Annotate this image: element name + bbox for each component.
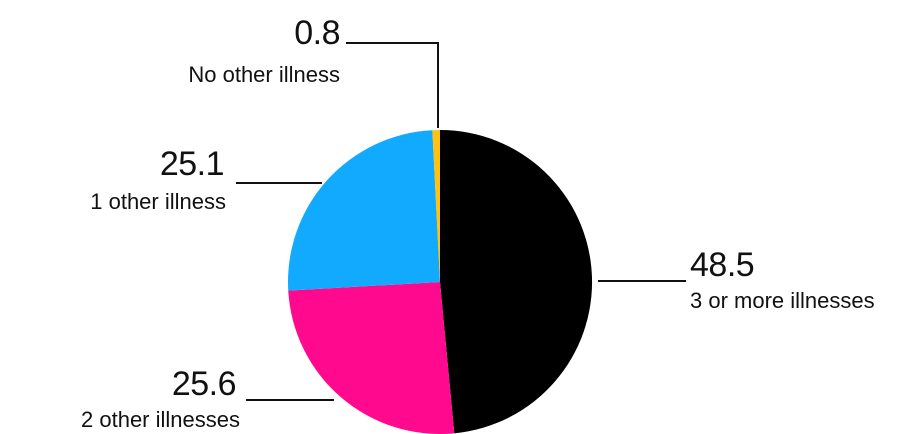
value-label-two-other: 25.6: [172, 365, 236, 403]
category-label-two-other: 2 other illnesses: [81, 407, 240, 432]
annotation-two-other: 25.6 2 other illnesses: [81, 365, 334, 432]
value-label-three-or-more: 48.5: [690, 246, 754, 284]
leader-line-no-other: [346, 42, 439, 128]
value-label-one-other: 25.1: [160, 145, 224, 183]
annotation-no-other: 0.8 No other illness: [188, 14, 439, 128]
category-label-no-other: No other illness: [188, 62, 340, 87]
pie-slices: [287, 129, 593, 434]
annotation-one-other: 25.1 1 other illness: [90, 145, 322, 214]
pie-slice-three-or-more: [440, 130, 593, 434]
pie-slice-one-other: [287, 130, 440, 291]
annotation-three-or-more: 48.5 3 or more illnesses: [598, 246, 875, 313]
category-label-one-other: 1 other illness: [90, 189, 226, 214]
pie-slice-two-other: [288, 282, 455, 434]
category-label-three-or-more: 3 or more illnesses: [690, 288, 875, 313]
value-label-no-other: 0.8: [294, 14, 340, 52]
pie-slice-no-other: [432, 129, 440, 282]
